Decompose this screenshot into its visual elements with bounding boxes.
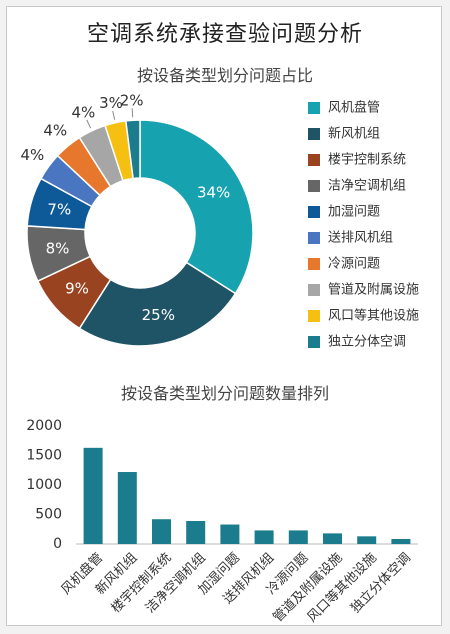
bar bbox=[220, 524, 240, 544]
y-tick-label: 2000 bbox=[26, 418, 62, 434]
bar bbox=[152, 519, 171, 544]
legend-label: 新风机组 bbox=[328, 126, 380, 142]
legend-label: 送排风机组 bbox=[328, 231, 393, 246]
donut-data-label: 34% bbox=[197, 184, 230, 202]
donut-data-label: 4% bbox=[43, 122, 67, 140]
donut-data-label: 7% bbox=[47, 201, 71, 219]
legend-label: 风机盘管 bbox=[328, 100, 380, 116]
bar bbox=[288, 530, 308, 544]
legend-label: 洁净空调机组 bbox=[328, 179, 406, 194]
donut-slice bbox=[78, 261, 237, 347]
legend-swatch bbox=[308, 206, 320, 218]
donut-data-label: 9% bbox=[65, 280, 89, 298]
legend-swatch bbox=[308, 258, 320, 270]
legend-label: 独立分体空调 bbox=[328, 335, 406, 350]
legend-swatch bbox=[308, 310, 320, 322]
donut-data-label: 2% bbox=[120, 91, 144, 109]
legend-swatch bbox=[308, 102, 320, 114]
y-tick-label: 1000 bbox=[26, 477, 62, 493]
donut-data-label: 4% bbox=[21, 146, 45, 164]
donut-leader-line bbox=[112, 110, 116, 120]
donut-slice bbox=[124, 119, 141, 180]
legend-swatch bbox=[308, 154, 320, 166]
bar bbox=[391, 538, 411, 544]
donut-data-label: 3% bbox=[99, 94, 123, 112]
bar bbox=[357, 536, 377, 544]
legend-label: 楼宇控制系统 bbox=[328, 153, 406, 168]
legend-label: 加湿问题 bbox=[328, 205, 380, 220]
bar-chart-title: 按设备类型划分问题数量排列 bbox=[120, 384, 329, 403]
legend-swatch bbox=[308, 180, 320, 192]
bar bbox=[83, 447, 103, 544]
legend-swatch bbox=[308, 336, 320, 348]
legend-label: 冷源问题 bbox=[328, 257, 380, 272]
donut-data-label: 8% bbox=[46, 240, 70, 258]
y-tick-label: 1500 bbox=[26, 448, 62, 464]
donut-data-label: 4% bbox=[71, 104, 95, 122]
main-title: 空调系统承接查验问题分析 bbox=[86, 22, 363, 47]
pie-chart-title: 按设备类型划分问题占比 bbox=[136, 66, 313, 85]
donut-leader-line bbox=[131, 108, 134, 118]
donut-data-label: 25% bbox=[142, 306, 175, 324]
y-tick-label: 0 bbox=[53, 536, 62, 552]
bar bbox=[323, 533, 342, 544]
legend-swatch bbox=[308, 128, 320, 140]
donut-leader-line bbox=[86, 119, 92, 129]
bar bbox=[186, 520, 206, 544]
bar bbox=[117, 472, 137, 544]
legend-swatch bbox=[308, 284, 320, 296]
donut-slice bbox=[139, 119, 254, 295]
legend-label: 风口等其他设施 bbox=[328, 308, 419, 324]
y-tick-label: 500 bbox=[35, 507, 62, 523]
legend-swatch bbox=[308, 232, 320, 244]
legend-label: 管道及附属设施 bbox=[328, 283, 419, 298]
bar bbox=[254, 530, 274, 544]
